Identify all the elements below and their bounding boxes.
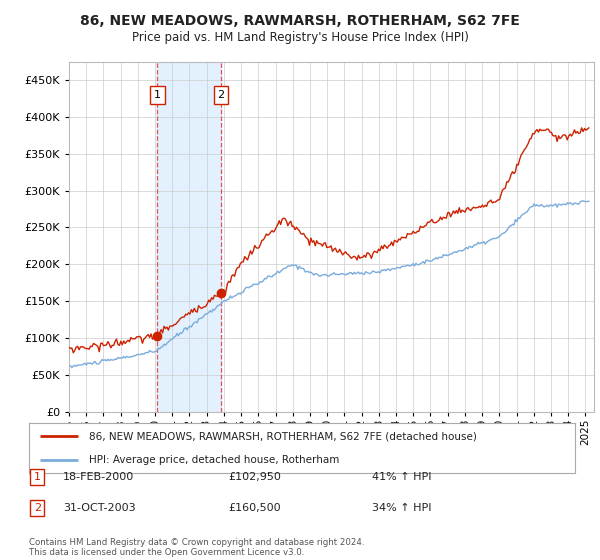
Text: 31-OCT-2003: 31-OCT-2003: [63, 503, 136, 513]
Text: Contains HM Land Registry data © Crown copyright and database right 2024.
This d: Contains HM Land Registry data © Crown c…: [29, 538, 364, 557]
Text: 2: 2: [34, 503, 41, 513]
Text: £160,500: £160,500: [228, 503, 281, 513]
Text: 41% ↑ HPI: 41% ↑ HPI: [372, 472, 431, 482]
Text: HPI: Average price, detached house, Rotherham: HPI: Average price, detached house, Roth…: [89, 455, 339, 465]
Text: 86, NEW MEADOWS, RAWMARSH, ROTHERHAM, S62 7FE: 86, NEW MEADOWS, RAWMARSH, ROTHERHAM, S6…: [80, 14, 520, 28]
Text: 34% ↑ HPI: 34% ↑ HPI: [372, 503, 431, 513]
Text: £102,950: £102,950: [228, 472, 281, 482]
Bar: [157, 62, 221, 412]
Text: 1: 1: [34, 472, 41, 482]
Text: 18-FEB-2000: 18-FEB-2000: [63, 472, 134, 482]
Text: 1: 1: [154, 90, 161, 100]
Text: 2: 2: [217, 90, 224, 100]
Text: 86, NEW MEADOWS, RAWMARSH, ROTHERHAM, S62 7FE (detached house): 86, NEW MEADOWS, RAWMARSH, ROTHERHAM, S6…: [89, 431, 477, 441]
Text: Price paid vs. HM Land Registry's House Price Index (HPI): Price paid vs. HM Land Registry's House …: [131, 31, 469, 44]
